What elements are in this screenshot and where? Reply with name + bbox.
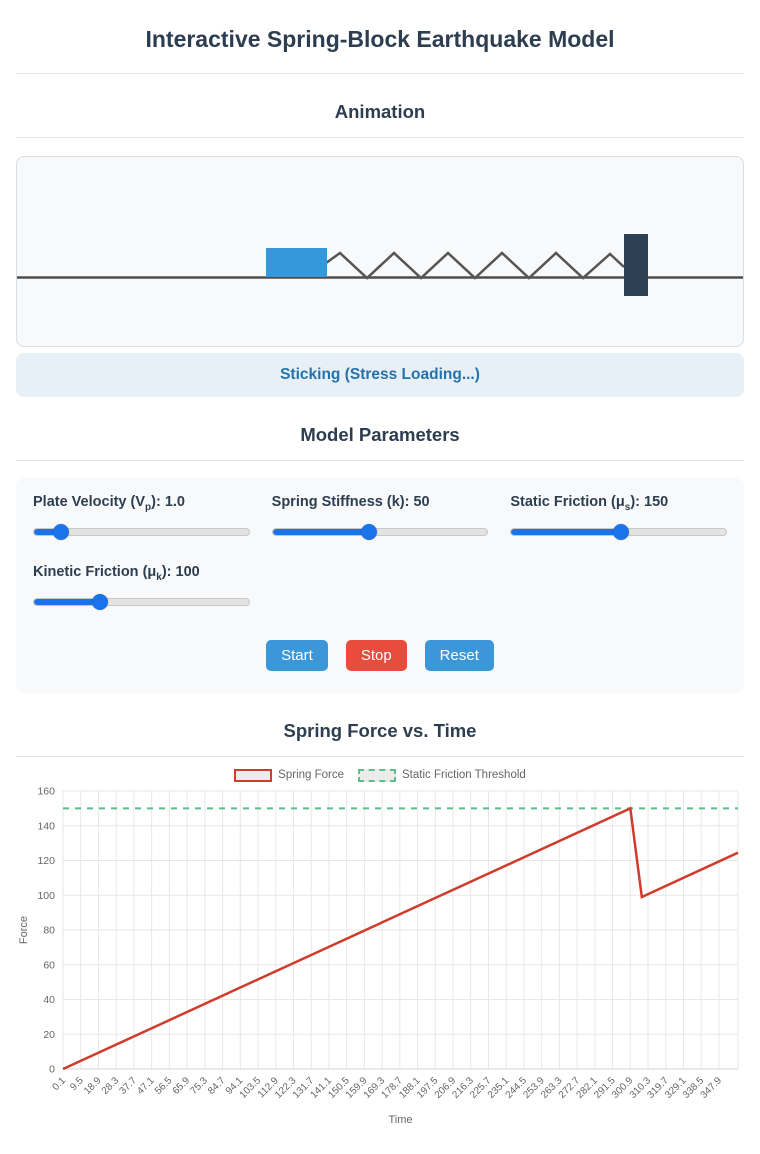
label-text: Spring Stiffness (k): 50 <box>271 494 430 510</box>
svg-text:40: 40 <box>43 994 55 1006</box>
static-friction-slider[interactable] <box>510 523 727 540</box>
param-kinetic-friction: Kinetic Friction (μk): 100 <box>33 564 250 610</box>
legend-swatch <box>358 768 397 782</box>
svg-text:120: 120 <box>37 855 55 867</box>
kinetic-friction-slider[interactable] <box>33 593 250 610</box>
label-text: ): 1.0 <box>151 494 185 510</box>
chart-container: Spring Force Static Friction Threshold 0 2… <box>16 768 744 1130</box>
animation-canvas <box>16 156 744 347</box>
svg-text:56.5: 56.5 <box>153 1075 175 1097</box>
stop-button[interactable]: Stop <box>345 639 407 671</box>
svg-text:0: 0 <box>49 1063 55 1075</box>
spring-stiffness-slider[interactable] <box>271 523 489 540</box>
plate-velocity-slider-track[interactable] <box>33 527 250 536</box>
label-subscript: p <box>145 501 152 513</box>
sliders-grid: Plate Velocity (Vp): 1.0 Spring Stiffness… <box>33 494 727 610</box>
force-time-chart: 0 20 40 60 80 100 120 140 160 0.1 9.518.928.337.74… <box>18 786 739 1126</box>
label-text: Kinetic Friction (μ <box>33 563 157 580</box>
plate-velocity-slider-fill <box>34 528 62 535</box>
svg-text:28.3: 28.3 <box>100 1075 122 1097</box>
animation-heading: Animation <box>334 101 426 122</box>
chart-plot-area: 0 20 40 60 80 100 120 140 160 0.1 9.5 18.9 28.3 37.7 4… <box>16 786 744 1130</box>
svg-text:347.9: 347.9 <box>699 1075 725 1101</box>
slider-block <box>266 248 327 277</box>
x-tick-labels: 0.1 9.518.928.337.747.156.565.975.384.794… <box>51 1075 725 1101</box>
param-plate-velocity: Plate Velocity (Vp): 1.0 <box>33 494 250 540</box>
label-subscript: s <box>624 501 631 513</box>
chart-heading: Spring Force vs. Time <box>283 719 477 741</box>
app-page: Interactive Spring-Block Earthquake Mode… <box>0 26 760 1154</box>
legend-item-1[interactable]: Static Friction Threshold <box>358 768 526 782</box>
kinetic-friction-label: Kinetic Friction (μk): 100 <box>33 564 250 583</box>
label-text: ): 150 <box>630 494 669 510</box>
svg-text:100: 100 <box>37 890 55 902</box>
svg-text:80: 80 <box>43 924 55 936</box>
static-friction-slider-fill <box>511 528 621 535</box>
svg-text:37.7: 37.7 <box>117 1075 139 1097</box>
static-friction-slider-thumb[interactable] <box>612 523 629 540</box>
param-spring-stiffness: Spring Stiffness (k): 50 <box>271 494 489 540</box>
divider <box>16 755 744 757</box>
legend-item-0[interactable]: Spring Force <box>234 768 345 782</box>
svg-text:65.9: 65.9 <box>171 1075 193 1097</box>
spring-stiffness-slider-fill <box>272 528 370 535</box>
animation-scene <box>17 234 743 296</box>
svg-text:84.7: 84.7 <box>206 1075 228 1097</box>
svg-text:160: 160 <box>37 786 55 798</box>
legend-label: Static Friction Threshold <box>402 769 526 782</box>
svg-text:0.1: 0.1 <box>51 1075 69 1093</box>
buttons-row: Start Stop Reset <box>33 639 727 671</box>
svg-text:20: 20 <box>43 1029 55 1041</box>
status-text: Sticking (Stress Loading...) <box>280 366 480 383</box>
svg-text:140: 140 <box>37 820 55 832</box>
svg-text:75.3: 75.3 <box>188 1075 210 1097</box>
spring-stiffness-slider-thumb[interactable] <box>361 523 378 540</box>
plate-velocity-slider[interactable] <box>33 523 250 540</box>
start-button[interactable]: Start <box>266 639 328 671</box>
spring-stiffness-label: Spring Stiffness (k): 50 <box>272 494 489 513</box>
kinetic-friction-slider-track[interactable] <box>33 597 250 606</box>
divider <box>16 137 744 138</box>
spring-force-line <box>62 806 739 1070</box>
label-text: Static Friction (μ <box>510 494 625 510</box>
spring-coil <box>325 251 625 280</box>
plate-velocity-slider-thumb[interactable] <box>53 523 70 540</box>
param-static-friction: Static Friction (μs): 150 <box>510 494 727 540</box>
parameters-panel: Plate Velocity (Vp): 1.0 Spring Stiffness… <box>16 478 744 693</box>
legend-swatch <box>234 768 273 782</box>
y-gridlines-and-labels: 0 20 40 60 80 100 120 140 160 <box>37 786 738 1075</box>
svg-text:47.1: 47.1 <box>135 1075 157 1097</box>
legend-label: Spring Force <box>278 769 345 782</box>
label-subscript: k <box>156 571 162 583</box>
page-title: Interactive Spring-Block Earthquake Mode… <box>145 26 615 52</box>
svg-text:18.9: 18.9 <box>82 1075 104 1097</box>
chart-legend: Spring Force Static Friction Threshold <box>16 768 744 782</box>
reset-button[interactable]: Reset <box>424 639 494 671</box>
plate-velocity-label: Plate Velocity (Vp): 1.0 <box>33 494 250 513</box>
static-friction-label: Static Friction (μs): 150 <box>510 494 727 513</box>
parameters-heading: Model Parameters <box>300 424 460 445</box>
driver-plate-block <box>624 234 648 296</box>
svg-text:60: 60 <box>43 959 55 971</box>
y-axis-title: Force <box>18 916 30 944</box>
kinetic-friction-slider-fill <box>34 598 101 605</box>
label-text: Plate Velocity (V <box>33 494 146 510</box>
divider <box>16 73 744 74</box>
x-axis-title: Time <box>388 1114 412 1126</box>
status-banner: Sticking (Stress Loading...) <box>16 353 744 397</box>
divider <box>16 460 744 461</box>
label-text: ): 100 <box>161 563 200 580</box>
kinetic-friction-slider-thumb[interactable] <box>92 593 109 610</box>
spring-stiffness-slider-track[interactable] <box>271 527 489 536</box>
